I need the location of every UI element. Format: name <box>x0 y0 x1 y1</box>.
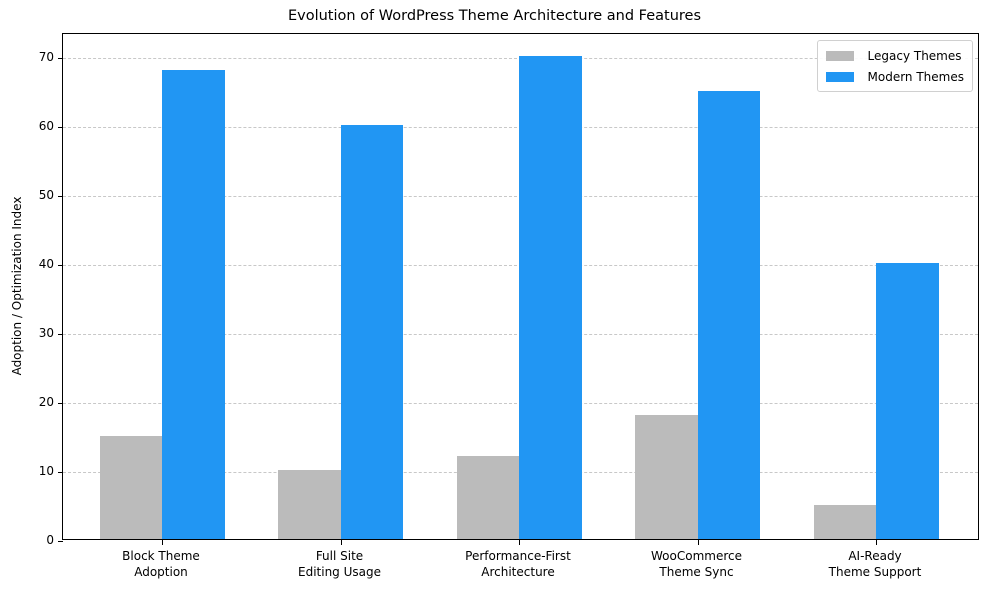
x-tick-label: Performance-First Architecture <box>465 549 571 579</box>
bar-modern-themes <box>519 56 582 539</box>
legend-label: Modern Themes <box>867 69 964 84</box>
y-tick-label: 50 <box>38 188 54 203</box>
y-tick <box>58 58 63 60</box>
bar-legacy-themes <box>99 435 162 539</box>
y-tick-label: 20 <box>38 395 54 410</box>
x-tick <box>876 540 877 545</box>
y-tick-label: 60 <box>38 119 54 134</box>
x-tick <box>340 540 342 545</box>
legend: Legacy Themes Modern Themes <box>816 40 973 92</box>
bar-legacy-themes <box>813 504 876 539</box>
y-tick <box>58 334 63 336</box>
bar-legacy-themes <box>278 470 341 539</box>
y-tick-label: 10 <box>38 464 54 479</box>
x-tick-label: WooCommerce Theme Sync <box>651 549 742 579</box>
x-tick-label: Full Site Editing Usage <box>298 549 381 579</box>
legend-item: Legacy Themes <box>825 45 964 66</box>
plot-area <box>58 33 979 545</box>
x-tick <box>162 540 163 545</box>
x-tick-label: Block Theme Adoption <box>122 549 200 579</box>
y-tick-label: 0 <box>46 533 54 547</box>
bar-legacy-themes <box>456 456 519 539</box>
x-tick <box>697 540 699 545</box>
x-tick <box>519 540 520 545</box>
y-axis-label: Adoption / Optimization Index <box>10 196 24 376</box>
bar-modern-themes <box>876 263 939 539</box>
bar-modern-themes <box>697 90 760 539</box>
bar-modern-themes <box>162 69 225 539</box>
bar-modern-themes <box>340 125 403 539</box>
chart-title: Evolution of WordPress Theme Architectur… <box>287 8 702 24</box>
y-tick <box>58 403 63 405</box>
y-tick-label: 40 <box>38 257 54 272</box>
y-tick <box>58 127 63 129</box>
y-tick <box>58 541 63 542</box>
y-tick <box>58 196 63 198</box>
x-tick-label: AI-Ready Theme Support <box>828 549 922 579</box>
legend-item: Modern Themes <box>825 66 964 87</box>
y-tick-label: 70 <box>38 50 54 65</box>
y-tick-label: 30 <box>38 326 54 341</box>
bar-legacy-themes <box>635 414 698 539</box>
legend-label: Legacy Themes <box>867 48 962 63</box>
y-tick <box>58 265 63 267</box>
y-tick <box>58 472 63 474</box>
legend-swatch <box>825 50 854 61</box>
legend-swatch <box>825 71 854 82</box>
